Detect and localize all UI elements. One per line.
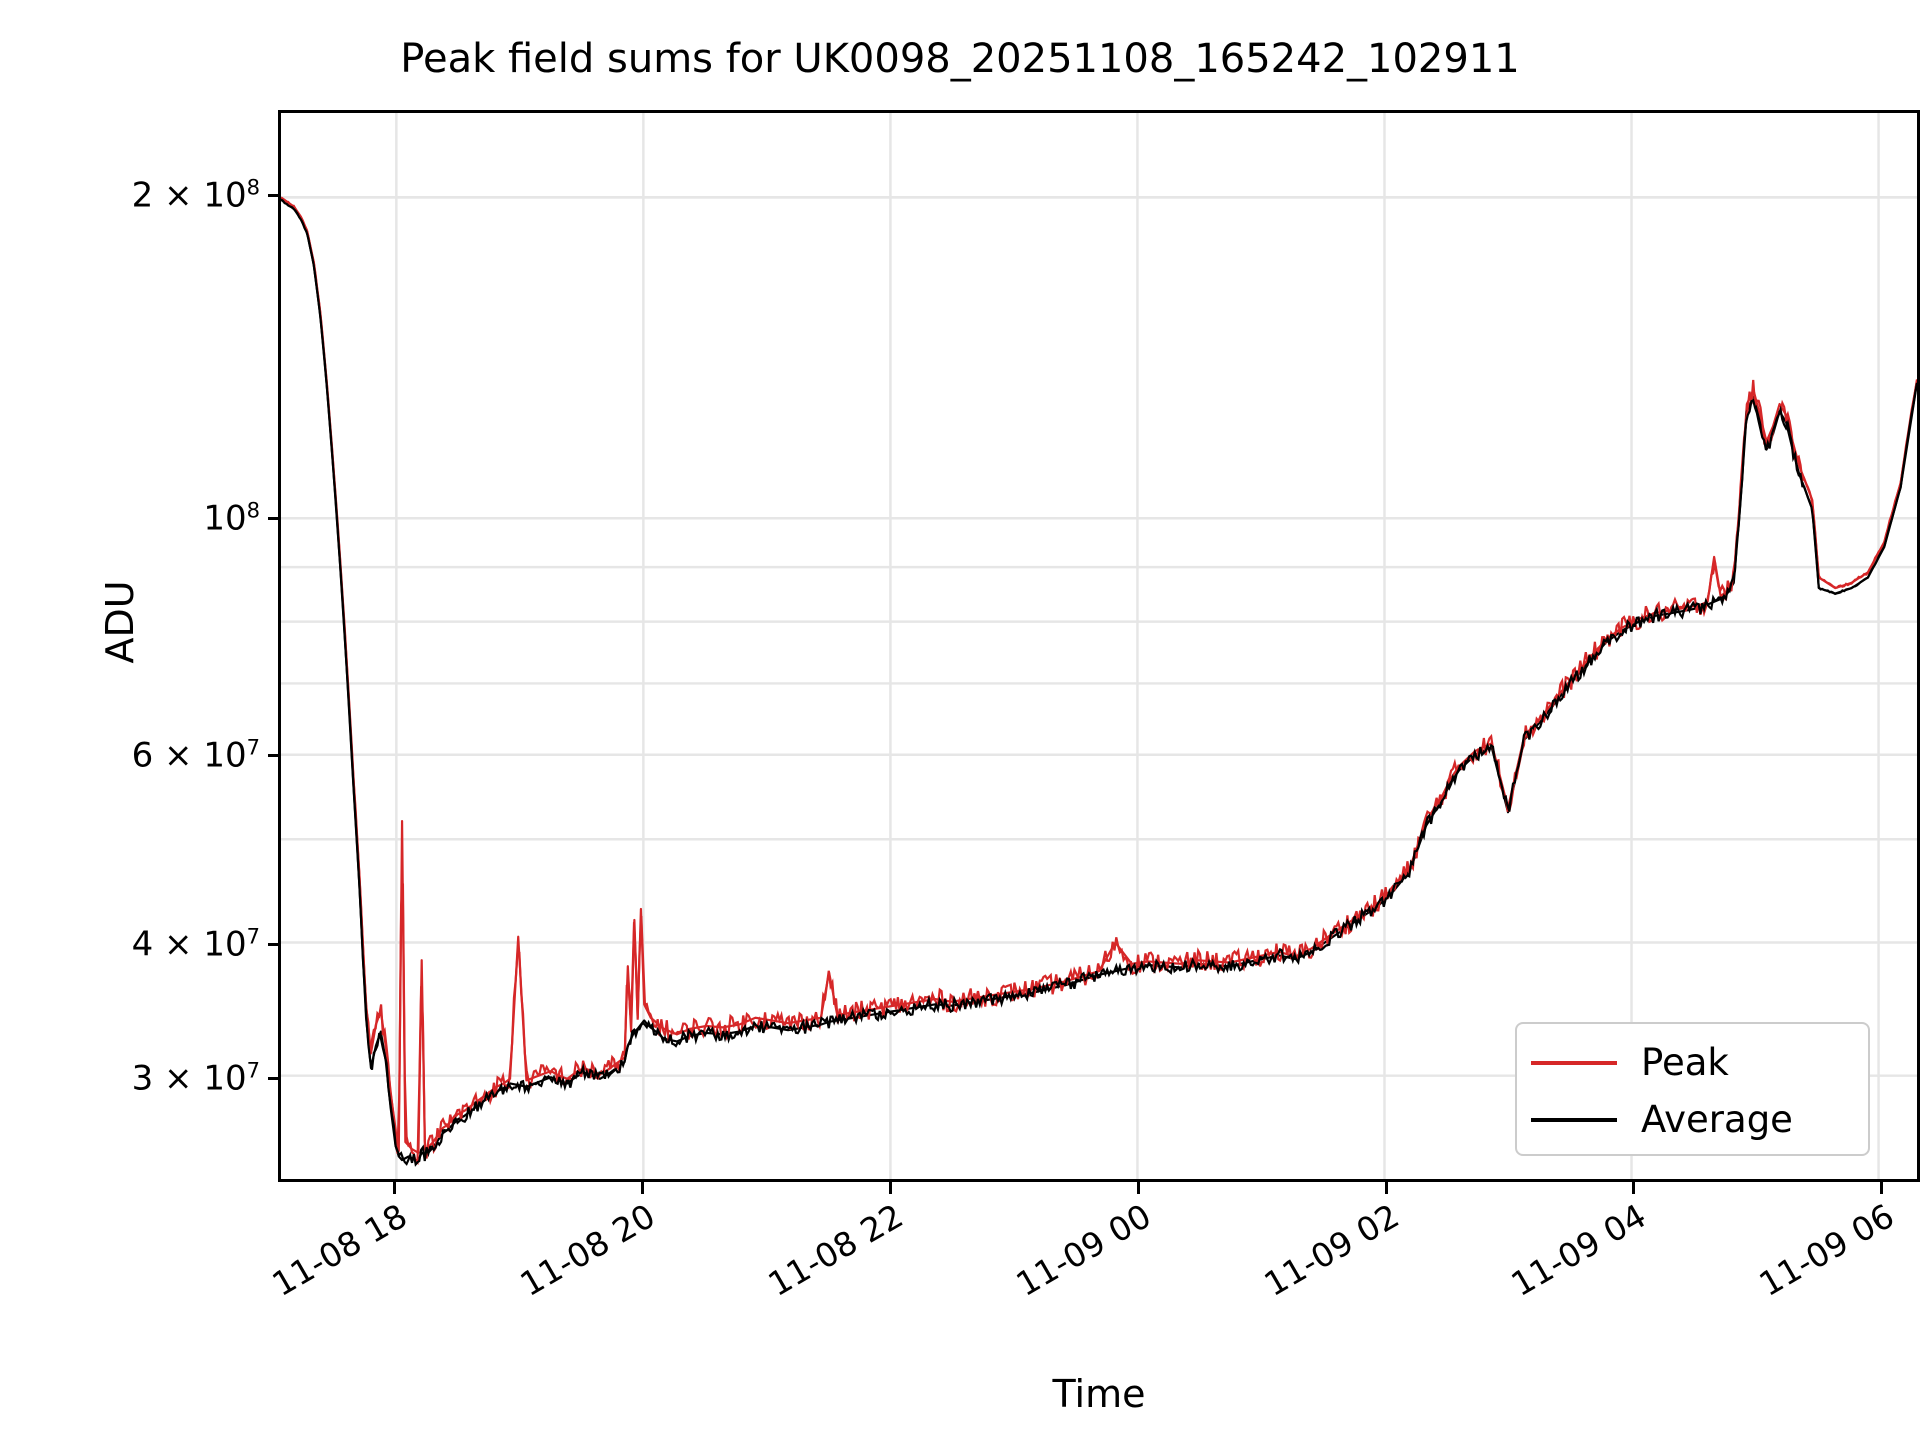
x-tick-label-5: 11-09 04: [1504, 1196, 1653, 1304]
chart-legend[interactable]: Peak Average: [1515, 1022, 1870, 1156]
x-tick-label-3: 11-09 00: [1009, 1196, 1158, 1304]
y-tick-mark-2: [268, 754, 278, 758]
x-tick-mark-6: [1880, 1182, 1884, 1194]
y-axis-label: ADU: [98, 580, 142, 664]
legend-label-average: Average: [1641, 1098, 1793, 1141]
legend-label-peak: Peak: [1641, 1041, 1729, 1084]
y-tick-label-1: 108: [203, 496, 260, 539]
y-tick-label-4: 3 × 107: [131, 1057, 260, 1099]
y-tick-mark-0: [268, 193, 278, 197]
y-tick-label-0: 2 × 108: [131, 174, 260, 216]
x-tick-label-1: 11-08 20: [513, 1196, 662, 1304]
x-tick-label-2: 11-08 22: [761, 1196, 910, 1304]
x-tick-mark-4: [1384, 1182, 1388, 1194]
data-series-lines: [281, 196, 1917, 1167]
legend-item-peak[interactable]: Peak: [1531, 1034, 1854, 1091]
x-tick-mark-5: [1632, 1182, 1636, 1194]
series-line-average: [281, 198, 1917, 1162]
y-tick-label-3: 4 × 107: [131, 923, 260, 965]
y-tick-label-2: 6 × 107: [131, 734, 260, 777]
y-tick-mark-1: [268, 516, 278, 520]
x-axis-label: Time: [1052, 1372, 1146, 1416]
legend-item-average[interactable]: Average: [1531, 1091, 1854, 1148]
x-tick-label-0: 11-08 18: [265, 1196, 414, 1304]
x-tick-label-4: 11-09 02: [1257, 1196, 1406, 1304]
x-tick-mark-0: [392, 1182, 396, 1194]
x-tick-mark-3: [1136, 1182, 1140, 1194]
series-noise-average: [281, 198, 1917, 1167]
y-tick-mark-3: [268, 943, 278, 947]
legend-swatch-average-icon: [1531, 1117, 1617, 1122]
x-tick-label-6: 11-09 06: [1752, 1196, 1901, 1304]
legend-swatch-peak-icon: [1531, 1060, 1617, 1065]
series-noise-peak: [281, 197, 1917, 1165]
chart-title: Peak field sums for UK0098_20251108_1652…: [400, 36, 1520, 82]
plot-area: [278, 110, 1920, 1182]
x-tick-mark-1: [640, 1182, 644, 1194]
series-line-peak: [281, 196, 1917, 1154]
y-tick-mark-4: [268, 1077, 278, 1081]
x-tick-mark-2: [888, 1182, 892, 1194]
